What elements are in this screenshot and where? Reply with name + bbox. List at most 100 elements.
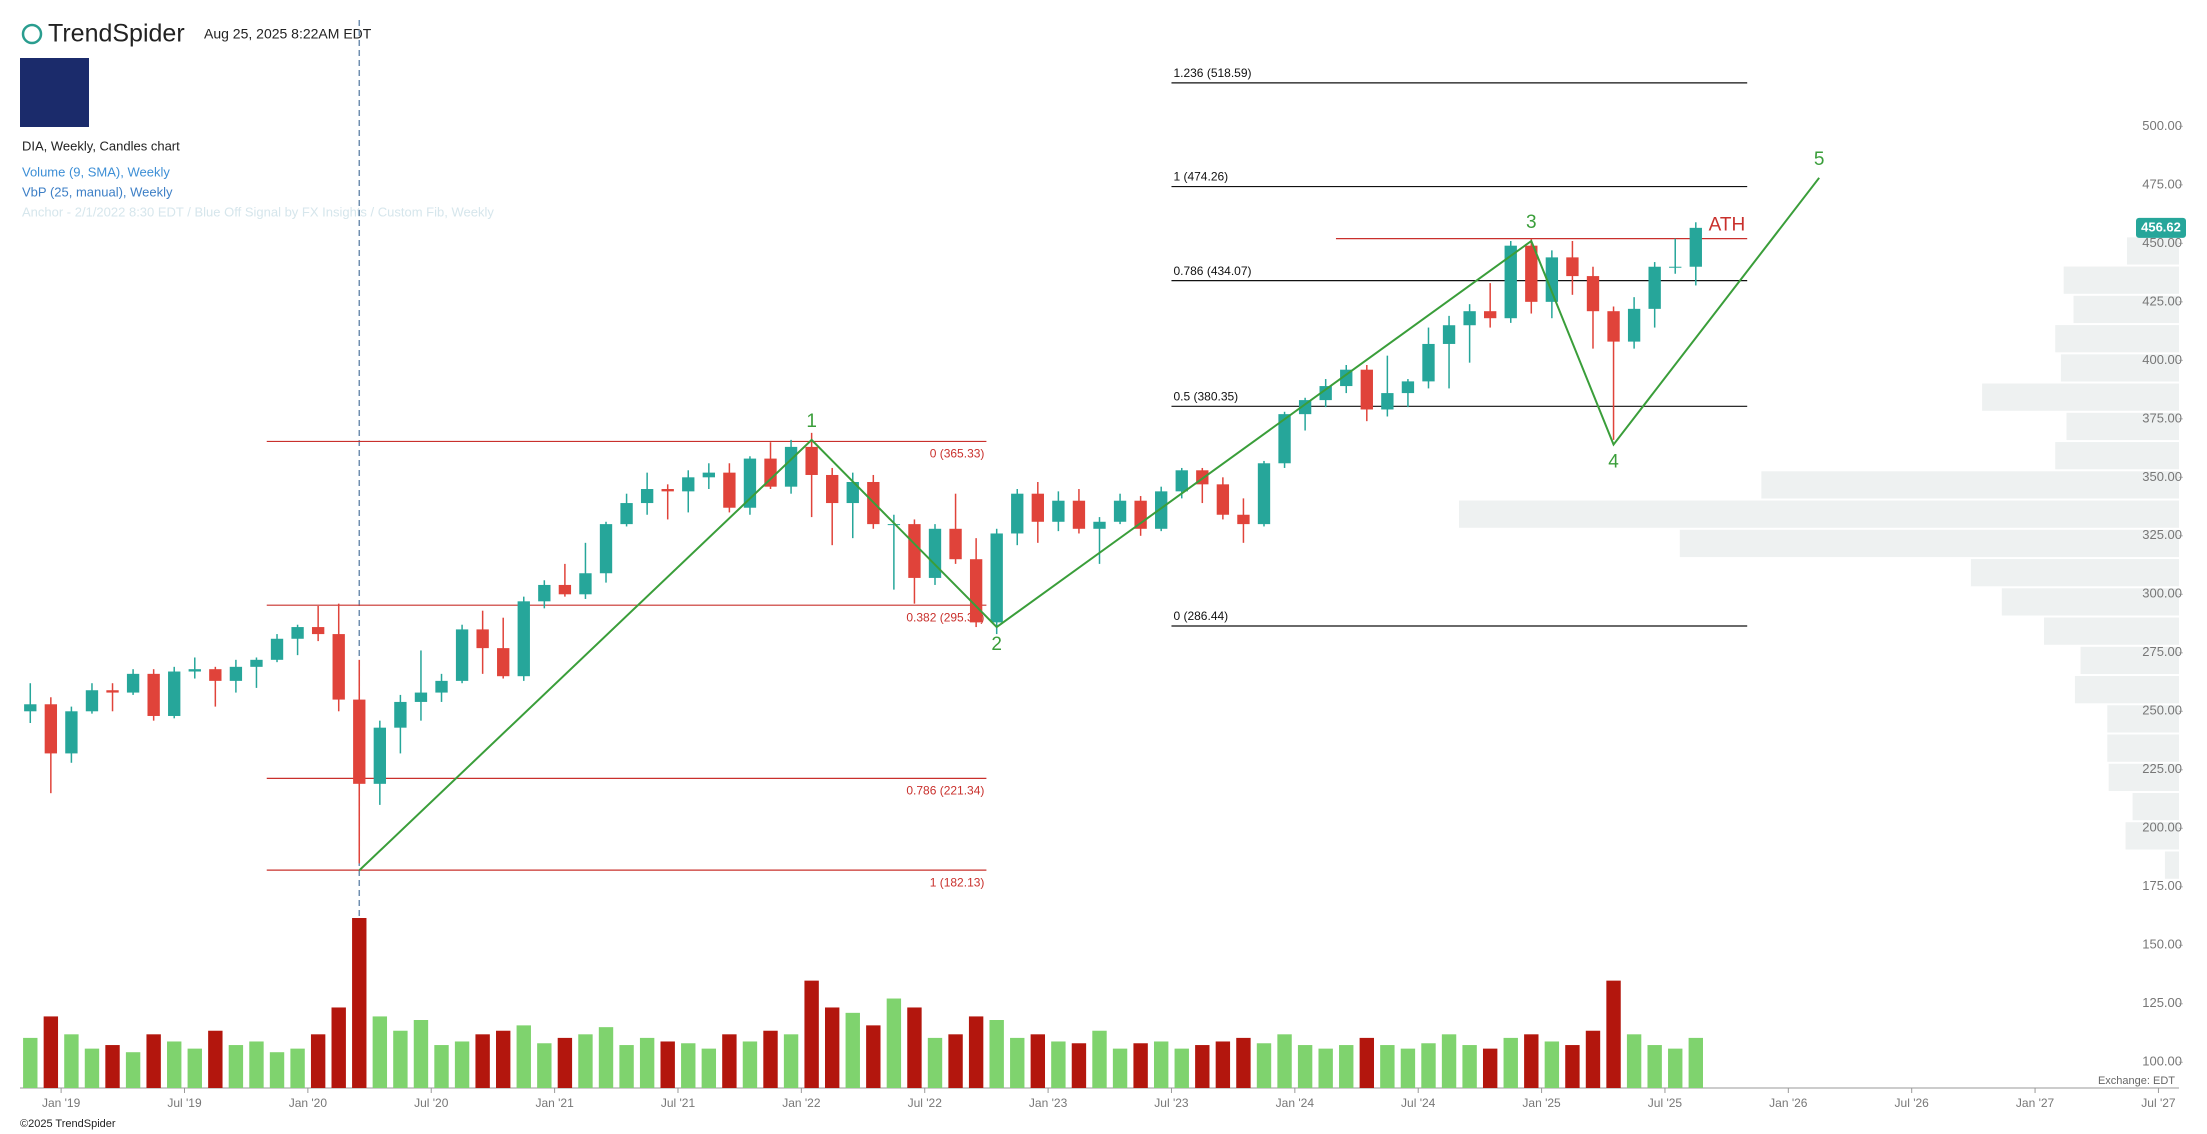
volume-bar (249, 1041, 264, 1088)
candle-body (353, 699, 366, 784)
candle-body (250, 659, 263, 667)
volume-bar (310, 1034, 326, 1088)
candle-body (1319, 386, 1332, 401)
candle-body (126, 673, 140, 693)
legend-symbol: DIA, Weekly, Candles chart (22, 138, 180, 153)
candle-body (414, 692, 428, 702)
candle-body (517, 601, 530, 677)
candle-body (723, 472, 736, 508)
fib-label: 0.382 (295.35) (906, 610, 984, 624)
candle-body (373, 727, 387, 784)
volume-bar (208, 1030, 223, 1088)
vbp-bar (2066, 412, 2179, 441)
candle-body (1504, 245, 1517, 319)
vbp-bar (2044, 617, 2179, 645)
fib-label: 1 (474.26) (1173, 170, 1228, 184)
vbp-bar (1970, 559, 2179, 587)
vbp-bar (1982, 383, 2179, 411)
x-tick-label: Jan '23 (1029, 1096, 1068, 1110)
candle-body (640, 489, 654, 504)
vbp-bar (2073, 295, 2179, 324)
candle-body (1442, 325, 1456, 344)
candle-body (1669, 266, 1682, 268)
volume-bar (1380, 1045, 1395, 1088)
volume-bar (1339, 1045, 1354, 1088)
x-tick-label: Jan '20 (289, 1096, 328, 1110)
volume-bar (1112, 1048, 1128, 1088)
volume-bar (105, 1045, 120, 1088)
volume-bar (496, 1030, 511, 1088)
avatar (20, 58, 89, 127)
candle-body (1401, 381, 1415, 394)
vbp-bar (1459, 500, 2179, 528)
y-tick-label: 100.00 (2142, 1054, 2182, 1069)
y-tick-label: 325.00 (2142, 527, 2182, 542)
volume-bar (722, 1034, 737, 1088)
candle-body (1093, 521, 1106, 529)
volume-bar (619, 1045, 634, 1088)
candle-body (24, 704, 37, 712)
candle-body (702, 472, 715, 478)
x-tick-label: Jul '22 (908, 1096, 943, 1110)
volume-bar (1071, 1043, 1087, 1088)
candle-body (1422, 343, 1435, 382)
x-tick-label: Jan '24 (1276, 1096, 1315, 1110)
volume-bar (907, 1007, 922, 1088)
volume-bar (1606, 980, 1621, 1088)
volume-bar (1051, 1041, 1066, 1088)
wave-label: 2 (991, 634, 1002, 655)
vbp-bar (1761, 471, 2179, 499)
y-tick-label: 475.00 (2142, 176, 2182, 191)
vbp-bar (2074, 676, 2179, 704)
fib-label: 0.786 (221.34) (906, 784, 984, 798)
candle-body (1237, 514, 1250, 525)
volume-bar (1503, 1037, 1518, 1088)
volume-bar (1400, 1048, 1416, 1088)
volume-bar (1153, 1041, 1169, 1088)
volume-bar (1482, 1048, 1498, 1088)
candle-body (1360, 369, 1373, 410)
candle-body (579, 573, 592, 595)
volume-bar (537, 1043, 552, 1088)
candle-body (908, 524, 921, 578)
vbp-bar (2108, 763, 2179, 792)
y-tick-label: 225.00 (2142, 761, 2182, 776)
volume-bar (372, 1016, 388, 1088)
x-tick-label: Jan '21 (535, 1096, 574, 1110)
x-tick-label: Jan '26 (1769, 1096, 1808, 1110)
candle-body (168, 671, 181, 716)
y-tick-label: 250.00 (2142, 703, 2182, 718)
volume-bar (1133, 1043, 1148, 1088)
volume-bar (516, 1025, 531, 1088)
candle-body (1381, 393, 1394, 410)
candle-body (1155, 491, 1168, 529)
volume-bar (269, 1052, 285, 1088)
candle-body (1484, 311, 1497, 319)
vbp-bar (2132, 793, 2179, 821)
volume-bar (1359, 1037, 1375, 1088)
candle-body (311, 627, 325, 635)
volume-bar (1421, 1043, 1436, 1088)
candle-body (599, 524, 613, 574)
volume-bar (475, 1034, 490, 1088)
vbp-bar (2126, 237, 2179, 265)
volume-bar (1195, 1045, 1210, 1088)
volume-bar (1318, 1048, 1333, 1088)
vbp-bar (2055, 442, 2179, 470)
candle-body (1545, 257, 1559, 302)
volume-bar (1441, 1034, 1457, 1088)
volume-bar (1647, 1045, 1662, 1088)
candle-body (1175, 470, 1188, 492)
volume-bar (1462, 1045, 1477, 1088)
volume-bar (845, 1012, 860, 1088)
volume-bar (84, 1048, 100, 1088)
candle-body (558, 584, 572, 595)
fib-label: 0 (365.33) (930, 447, 985, 461)
candle-body (394, 701, 407, 728)
volume-bar (660, 1041, 675, 1088)
volume-bar (1092, 1030, 1107, 1088)
candle-body (887, 524, 901, 526)
volume-bar (1626, 1034, 1642, 1088)
candle-body (44, 704, 58, 754)
